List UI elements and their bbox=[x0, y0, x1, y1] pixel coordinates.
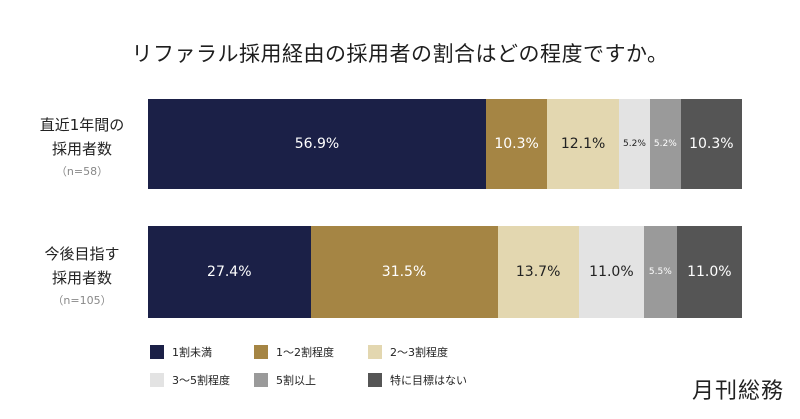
legend-swatch bbox=[368, 373, 382, 387]
legend-item: 5割以上 bbox=[254, 372, 368, 388]
brand-logo: 月刊総務 bbox=[691, 379, 784, 404]
legend-label: 2〜3割程度 bbox=[390, 346, 448, 359]
row-label-line2: 採用者数 bbox=[51, 269, 112, 287]
legend-label: 3〜5割程度 bbox=[172, 374, 230, 387]
data-label: 5.5% bbox=[648, 267, 672, 277]
data-label: 5.2% bbox=[653, 139, 677, 149]
bar-segment: 13.7% bbox=[497, 226, 579, 318]
bar-segment: 56.9% bbox=[148, 99, 486, 189]
legend-item: 1割未満 bbox=[150, 344, 254, 360]
stacked-bar-recent-year: 56.9% 10.3% 12.1% 5.2% 5.2% 10.3% bbox=[148, 99, 742, 189]
legend-item: 3〜5割程度 bbox=[150, 372, 254, 388]
row-label-line1: 今後目指す bbox=[44, 245, 120, 263]
legend-swatch bbox=[254, 373, 268, 387]
row-label-future-target: 今後目指す 採用者数 （n=105） bbox=[18, 242, 146, 312]
data-label: 31.5% bbox=[381, 264, 427, 280]
legend-swatch bbox=[150, 345, 164, 359]
legend-label: 1〜2割程度 bbox=[276, 346, 334, 359]
legend-label: 特に目標はない bbox=[390, 374, 467, 387]
bar-segment: 11.0% bbox=[676, 226, 742, 318]
data-label: 12.1% bbox=[560, 136, 606, 152]
legend-swatch bbox=[254, 345, 268, 359]
bar-segment: 10.3% bbox=[680, 99, 742, 189]
stacked-bar-future-target: 27.4% 31.5% 13.7% 11.0% 5.5% 11.0% bbox=[148, 226, 742, 318]
row-label-line2: 採用者数 bbox=[51, 140, 112, 158]
row-label-recent-year: 直近1年間の 採用者数 （n=58） bbox=[18, 113, 146, 183]
data-label: 11.0% bbox=[687, 264, 732, 280]
data-label: 10.3% bbox=[689, 136, 734, 152]
bar-segment: 5.2% bbox=[649, 99, 681, 189]
data-label: 5.2% bbox=[623, 139, 646, 149]
legend-item: 2〜3割程度 bbox=[368, 344, 488, 360]
bar-segment: 5.2% bbox=[619, 99, 650, 189]
row-sample-size: （n=105） bbox=[52, 294, 112, 307]
data-label: 27.4% bbox=[207, 264, 252, 280]
row-sample-size: （n=58） bbox=[55, 165, 109, 178]
chart-title: リファラル採用経由の採用者の割合はどの程度ですか。 bbox=[131, 42, 669, 66]
data-label: 10.3% bbox=[494, 136, 539, 152]
data-label: 56.9% bbox=[294, 136, 340, 152]
data-label: 11.0% bbox=[589, 264, 634, 280]
legend-swatch bbox=[368, 345, 382, 359]
legend-item: 特に目標はない bbox=[368, 372, 488, 388]
legend-swatch bbox=[150, 373, 164, 387]
bar-segment: 31.5% bbox=[310, 226, 498, 318]
legend-label: 1割未満 bbox=[172, 346, 212, 359]
row-label-line1: 直近1年間の bbox=[39, 116, 125, 134]
bar-segment: 5.5% bbox=[644, 226, 677, 318]
bar-segment: 11.0% bbox=[578, 226, 645, 318]
data-label: 13.7% bbox=[515, 264, 561, 280]
chart-legend: 1割未満 1〜2割程度 2〜3割程度 3〜5割程度 5割以上 特に目標はない bbox=[150, 344, 590, 388]
bar-segment: 10.3% bbox=[485, 99, 548, 189]
bar-segment: 27.4% bbox=[148, 226, 311, 318]
legend-item: 1〜2割程度 bbox=[254, 344, 368, 360]
bar-segment: 12.1% bbox=[547, 99, 620, 189]
legend-label: 5割以上 bbox=[276, 374, 316, 387]
